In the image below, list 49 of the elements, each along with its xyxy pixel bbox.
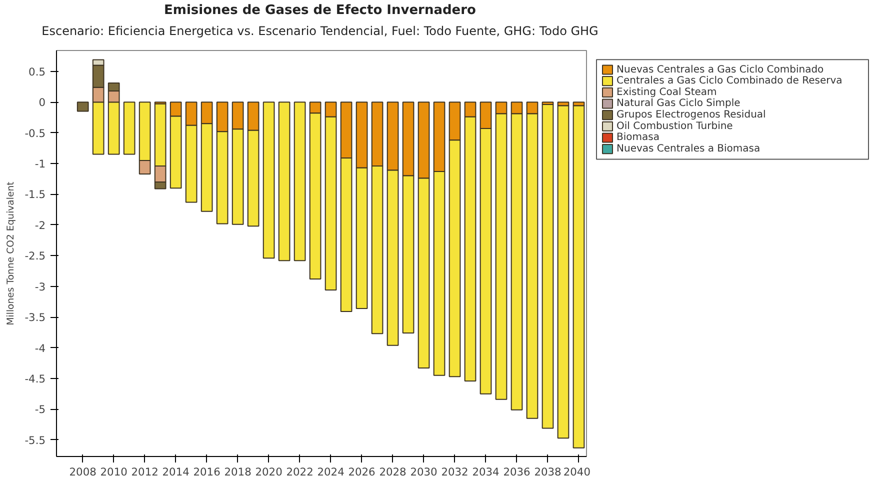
y-tick-label: -4 — [34, 341, 46, 354]
x-tick-label: 2018 — [224, 465, 252, 478]
legend-label: Grupos Electrogenos Residual — [616, 109, 766, 120]
bar — [123, 101, 136, 155]
legend-label: Biomasa — [616, 132, 660, 143]
x-tick-label: 2024 — [317, 465, 345, 478]
y-tick-label: -3.5 — [24, 310, 46, 324]
x-tick-label: 2012 — [131, 465, 158, 478]
y-axis-title: Millones Tonne CO2 Equivalent — [6, 181, 17, 325]
x-tick-label: 2038 — [534, 465, 562, 478]
x-tick-label: 2040 — [563, 465, 591, 478]
bar — [76, 101, 89, 112]
y-tick-label: 0 — [38, 96, 46, 109]
y-tick-label: -5.5 — [24, 434, 46, 447]
x-tick-label: 2008 — [69, 465, 97, 478]
y-tick-label: 0.5 — [28, 65, 46, 78]
x-tick-label: 2010 — [100, 465, 128, 478]
x-tick-label: 2036 — [503, 465, 531, 478]
bar — [557, 104, 570, 438]
legend-label: Existing Coal Steam — [616, 86, 717, 98]
x-tick-label: 2028 — [379, 465, 407, 478]
bar — [278, 101, 290, 261]
legend-label: Nuevas Centrales a Biomasa — [616, 143, 760, 154]
y-tick-label: -4.5 — [24, 372, 46, 386]
x-tick-label: 2016 — [193, 465, 221, 478]
y-tick-label: -3 — [34, 280, 46, 294]
chart-title: Emisiones de Gases de Efecto Invernadero — [164, 2, 476, 20]
x-tick-label: 2030 — [410, 465, 438, 478]
chart-subtitle: Escenario: Eficiencia Energetica vs. Escenario Tendencial, Fuel: Todo Fuente, GHG: Todo GHG — [42, 22, 598, 40]
bar — [572, 104, 585, 448]
x-tick-label: 2034 — [472, 465, 500, 478]
x-tick-label: 2022 — [286, 465, 314, 478]
x-tick-label: 2026 — [348, 465, 376, 478]
x-tick-label: 2020 — [255, 465, 283, 478]
y-tick-label: -2 — [34, 218, 46, 232]
x-tick-label: 2014 — [162, 465, 190, 478]
y-tick-label: -5 — [34, 402, 46, 416]
legend-label: Natural Gas Ciclo Simple — [616, 98, 740, 109]
y-tick-label: -1.5 — [24, 188, 46, 201]
y-tick-label: -2.5 — [24, 249, 46, 262]
legend-label: Oil Combustion Turbine — [616, 120, 733, 132]
bar — [294, 101, 306, 261]
bar — [262, 101, 275, 258]
y-tick-label: -1 — [34, 157, 46, 170]
x-tick-label: 2032 — [441, 465, 468, 478]
legend-label: Centrales a Gas Ciclo Combinado de Reserva — [616, 75, 842, 86]
y-tick-label: -0.5 — [24, 126, 46, 140]
legend-label: Nuevas Centrales a Gas Ciclo Combinado — [616, 64, 824, 75]
bar — [542, 104, 554, 428]
